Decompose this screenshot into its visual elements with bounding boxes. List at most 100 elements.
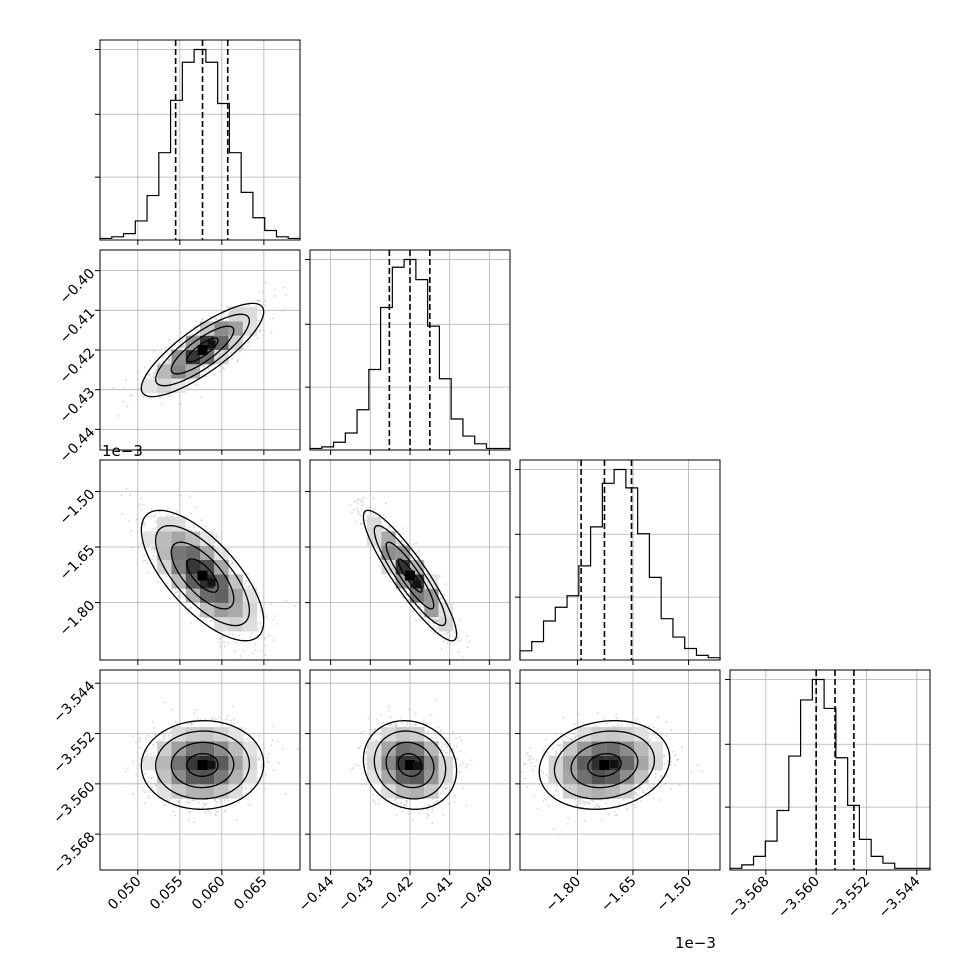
sample-point bbox=[443, 640, 446, 643]
sample-point bbox=[460, 639, 463, 641]
sample-point bbox=[139, 757, 142, 760]
sample-point bbox=[384, 576, 387, 579]
sample-point bbox=[246, 341, 249, 344]
sample-point bbox=[254, 649, 257, 652]
sample-point bbox=[120, 513, 123, 515]
sample-point bbox=[372, 497, 375, 500]
sample-point bbox=[145, 737, 148, 740]
sample-point bbox=[272, 317, 275, 320]
sample-point bbox=[232, 718, 235, 721]
sample-point bbox=[196, 717, 199, 720]
sample-point bbox=[231, 357, 234, 360]
sample-point bbox=[263, 746, 266, 749]
sample-point bbox=[122, 387, 125, 390]
sample-point bbox=[164, 362, 167, 365]
sample-point bbox=[200, 519, 203, 522]
sample-point bbox=[120, 493, 123, 496]
sample-point bbox=[144, 559, 146, 562]
sample-point bbox=[247, 573, 250, 576]
sample-point bbox=[179, 402, 182, 405]
sample-point bbox=[260, 649, 263, 652]
sample-point bbox=[143, 366, 146, 369]
sample-point bbox=[215, 718, 217, 720]
sample-point bbox=[207, 810, 210, 813]
sample-point bbox=[362, 496, 365, 499]
sample-point bbox=[169, 394, 172, 397]
sample-point bbox=[446, 642, 449, 644]
sample-point bbox=[211, 717, 214, 720]
sample-point bbox=[258, 319, 261, 322]
sample-point bbox=[112, 386, 115, 389]
sample-point bbox=[357, 502, 360, 505]
sample-point bbox=[264, 281, 267, 284]
sample-point bbox=[359, 500, 362, 503]
sample-point bbox=[218, 645, 221, 648]
sample-point bbox=[209, 812, 212, 815]
sample-point bbox=[226, 714, 229, 717]
sample-point bbox=[269, 782, 272, 785]
sample-point bbox=[196, 384, 199, 387]
sample-point bbox=[172, 810, 175, 813]
sample-point bbox=[190, 622, 193, 625]
sample-point bbox=[281, 309, 284, 312]
sample-point bbox=[214, 317, 217, 320]
sample-point bbox=[468, 641, 471, 643]
sample-point bbox=[415, 542, 417, 545]
sample-point bbox=[256, 337, 259, 340]
sample-point bbox=[254, 643, 257, 646]
sample-point bbox=[127, 767, 129, 770]
sample-point bbox=[168, 507, 171, 509]
sample-point bbox=[135, 518, 138, 521]
sample-point bbox=[201, 317, 204, 320]
density-peak bbox=[405, 570, 415, 581]
sample-point bbox=[131, 394, 134, 396]
sample-point bbox=[361, 501, 364, 504]
sample-point bbox=[194, 506, 197, 508]
sample-point bbox=[233, 650, 236, 652]
sample-point bbox=[239, 655, 242, 658]
sample-point bbox=[353, 500, 356, 503]
panel-2-0 bbox=[95, 459, 301, 665]
sample-point bbox=[384, 502, 387, 505]
sample-point bbox=[116, 414, 119, 417]
sample-point bbox=[163, 701, 166, 704]
sample-point bbox=[203, 811, 206, 814]
sample-point bbox=[171, 709, 174, 711]
sample-point bbox=[264, 788, 266, 791]
sample-point bbox=[461, 656, 464, 659]
sample-point bbox=[281, 747, 284, 750]
sample-point bbox=[130, 529, 133, 532]
sample-point bbox=[417, 550, 420, 552]
sample-point bbox=[357, 510, 360, 513]
sample-point bbox=[432, 632, 435, 635]
sample-point bbox=[284, 293, 287, 296]
sample-point bbox=[262, 329, 265, 332]
panel-1-1 bbox=[305, 249, 511, 455]
sample-point bbox=[181, 346, 184, 349]
sample-point bbox=[142, 395, 145, 398]
histogram-2 bbox=[519, 468, 721, 660]
sample-point bbox=[438, 575, 441, 578]
sample-point bbox=[142, 789, 145, 792]
sample-point bbox=[223, 645, 226, 648]
sample-point bbox=[150, 508, 153, 511]
sample-point bbox=[169, 360, 172, 363]
sample-point bbox=[188, 378, 191, 381]
sample-point bbox=[235, 819, 238, 821]
sample-point bbox=[139, 508, 142, 511]
sample-point bbox=[272, 769, 275, 772]
sample-point bbox=[219, 316, 222, 319]
sample-point bbox=[274, 288, 277, 291]
sample-point bbox=[361, 498, 364, 501]
sample-point bbox=[180, 340, 183, 343]
sample-point bbox=[147, 796, 150, 799]
sample-point bbox=[355, 520, 357, 523]
sample-point bbox=[148, 397, 151, 400]
sample-point bbox=[136, 523, 139, 525]
sample-point bbox=[125, 487, 128, 490]
sample-point bbox=[382, 513, 385, 516]
sample-point bbox=[444, 583, 447, 586]
sample-point bbox=[394, 525, 397, 528]
panel-0-0 bbox=[95, 39, 301, 245]
sample-point bbox=[247, 803, 250, 806]
